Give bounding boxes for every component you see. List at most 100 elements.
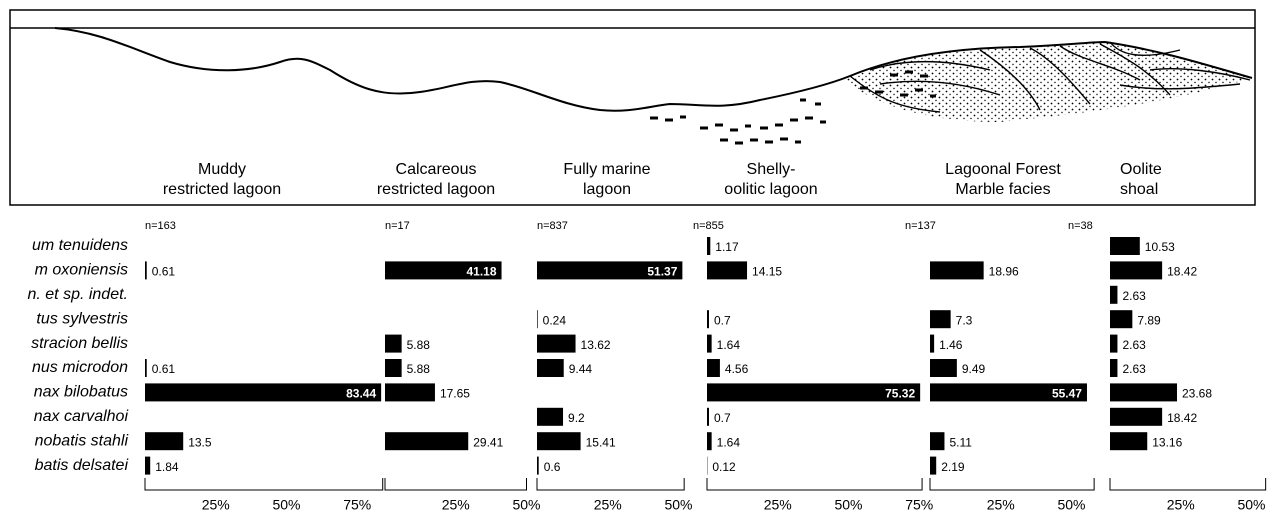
bar — [537, 432, 581, 451]
value-label: 0.6 — [544, 460, 561, 474]
bar — [1110, 359, 1118, 377]
x-axis — [706, 478, 923, 491]
bar — [537, 359, 564, 377]
value-label: 13.62 — [581, 338, 611, 352]
panel-title: restricted lagoon — [163, 181, 281, 198]
panel-title: Lagoonal Forest — [945, 161, 1061, 178]
bar — [707, 359, 720, 377]
value-label: 51.37 — [647, 265, 677, 279]
value-label: 1.46 — [939, 338, 963, 352]
bar — [707, 432, 712, 451]
bar — [930, 432, 945, 451]
value-label: 0.7 — [714, 411, 731, 425]
species-label: nax carvalhoi — [34, 408, 129, 425]
value-label: 7.89 — [1137, 313, 1161, 327]
value-label: 41.18 — [467, 265, 497, 279]
bar — [537, 334, 576, 353]
n-label: n=855 — [693, 220, 724, 232]
panel-title: shoal — [1120, 181, 1158, 198]
panel-title: Fully marine — [563, 161, 650, 178]
species-label: tus sylvestris — [36, 310, 128, 327]
panel-title: Muddy — [198, 161, 246, 178]
bar — [707, 261, 748, 280]
value-label: 17.65 — [440, 387, 470, 401]
value-label: 1.64 — [717, 338, 741, 352]
value-label: 14.15 — [752, 265, 782, 279]
value-label: 2.63 — [1122, 289, 1146, 303]
species-label: batis delsatei — [35, 457, 129, 474]
bar — [1110, 432, 1148, 451]
value-label: 0.61 — [152, 265, 176, 279]
panel-title: restricted lagoon — [377, 181, 495, 198]
bar — [1110, 237, 1140, 255]
x-tick-label: 25% — [987, 497, 1015, 513]
n-label: n=38 — [1068, 220, 1093, 232]
value-label: 13.5 — [188, 435, 212, 449]
value-label: 29.41 — [473, 435, 503, 449]
species-label: nus microdon — [32, 359, 128, 376]
bar — [537, 261, 683, 280]
species-label: nax bilobatus — [34, 384, 128, 401]
species-label: um tenuidens — [32, 237, 128, 254]
value-label: 0.12 — [712, 460, 736, 474]
x-axis — [536, 478, 685, 491]
bar — [385, 359, 402, 377]
panel-title: Oolite — [1120, 161, 1162, 178]
value-label: 7.3 — [956, 313, 973, 327]
n-label: n=163 — [145, 220, 176, 232]
bar — [930, 261, 984, 280]
x-axis — [929, 478, 1095, 491]
value-label: 2.63 — [1122, 338, 1146, 352]
panel-title: Shelly- — [747, 161, 796, 178]
bar — [707, 334, 712, 353]
x-tick-label: 75% — [343, 497, 371, 513]
bar — [385, 334, 402, 353]
x-tick-label: 50% — [664, 497, 692, 513]
bar — [385, 383, 435, 402]
bar — [1110, 407, 1163, 426]
bar — [707, 383, 921, 402]
bar — [707, 237, 711, 255]
value-label: 5.88 — [407, 362, 431, 376]
value-label: 1.84 — [155, 460, 179, 474]
x-tick-label: 50% — [834, 497, 862, 513]
value-label: 1.64 — [717, 435, 741, 449]
value-label: 83.44 — [346, 387, 376, 401]
bar — [1110, 383, 1178, 402]
value-label: 18.42 — [1167, 265, 1197, 279]
x-tick-label: 50% — [512, 497, 540, 513]
x-tick-label: 75% — [905, 497, 933, 513]
value-label: 9.49 — [962, 362, 986, 376]
species-label: n. et sp. indet. — [27, 286, 128, 303]
value-label: 15.41 — [586, 435, 616, 449]
bar — [145, 359, 147, 377]
bar — [707, 407, 709, 426]
value-label: 2.19 — [941, 460, 965, 474]
value-label: 10.53 — [1145, 240, 1175, 254]
n-label: n=137 — [905, 220, 936, 232]
bar — [145, 432, 184, 451]
panel-title: Calcareous — [396, 161, 477, 178]
value-label: 0.61 — [152, 362, 176, 376]
x-tick-label: 25% — [202, 497, 230, 513]
bar — [1110, 285, 1118, 304]
value-label: 0.7 — [714, 313, 731, 327]
bar — [1110, 261, 1163, 280]
panel-title: oolitic lagoon — [724, 181, 817, 198]
bar — [930, 310, 951, 329]
x-tick-label: 25% — [1167, 497, 1195, 513]
cross-section — [9, 9, 1256, 206]
bar — [145, 383, 382, 402]
x-tick-label: 50% — [1237, 497, 1265, 513]
value-label: 23.68 — [1182, 387, 1212, 401]
bar — [1110, 334, 1118, 353]
species-label: nobatis stahli — [35, 432, 129, 449]
value-label: 5.11 — [949, 435, 972, 449]
x-axis — [384, 478, 527, 491]
bar — [930, 334, 935, 353]
x-tick-label: 25% — [594, 497, 622, 513]
bar — [385, 432, 469, 451]
value-label: 0.24 — [543, 313, 567, 327]
bar — [1110, 310, 1133, 329]
bar — [930, 383, 1087, 402]
